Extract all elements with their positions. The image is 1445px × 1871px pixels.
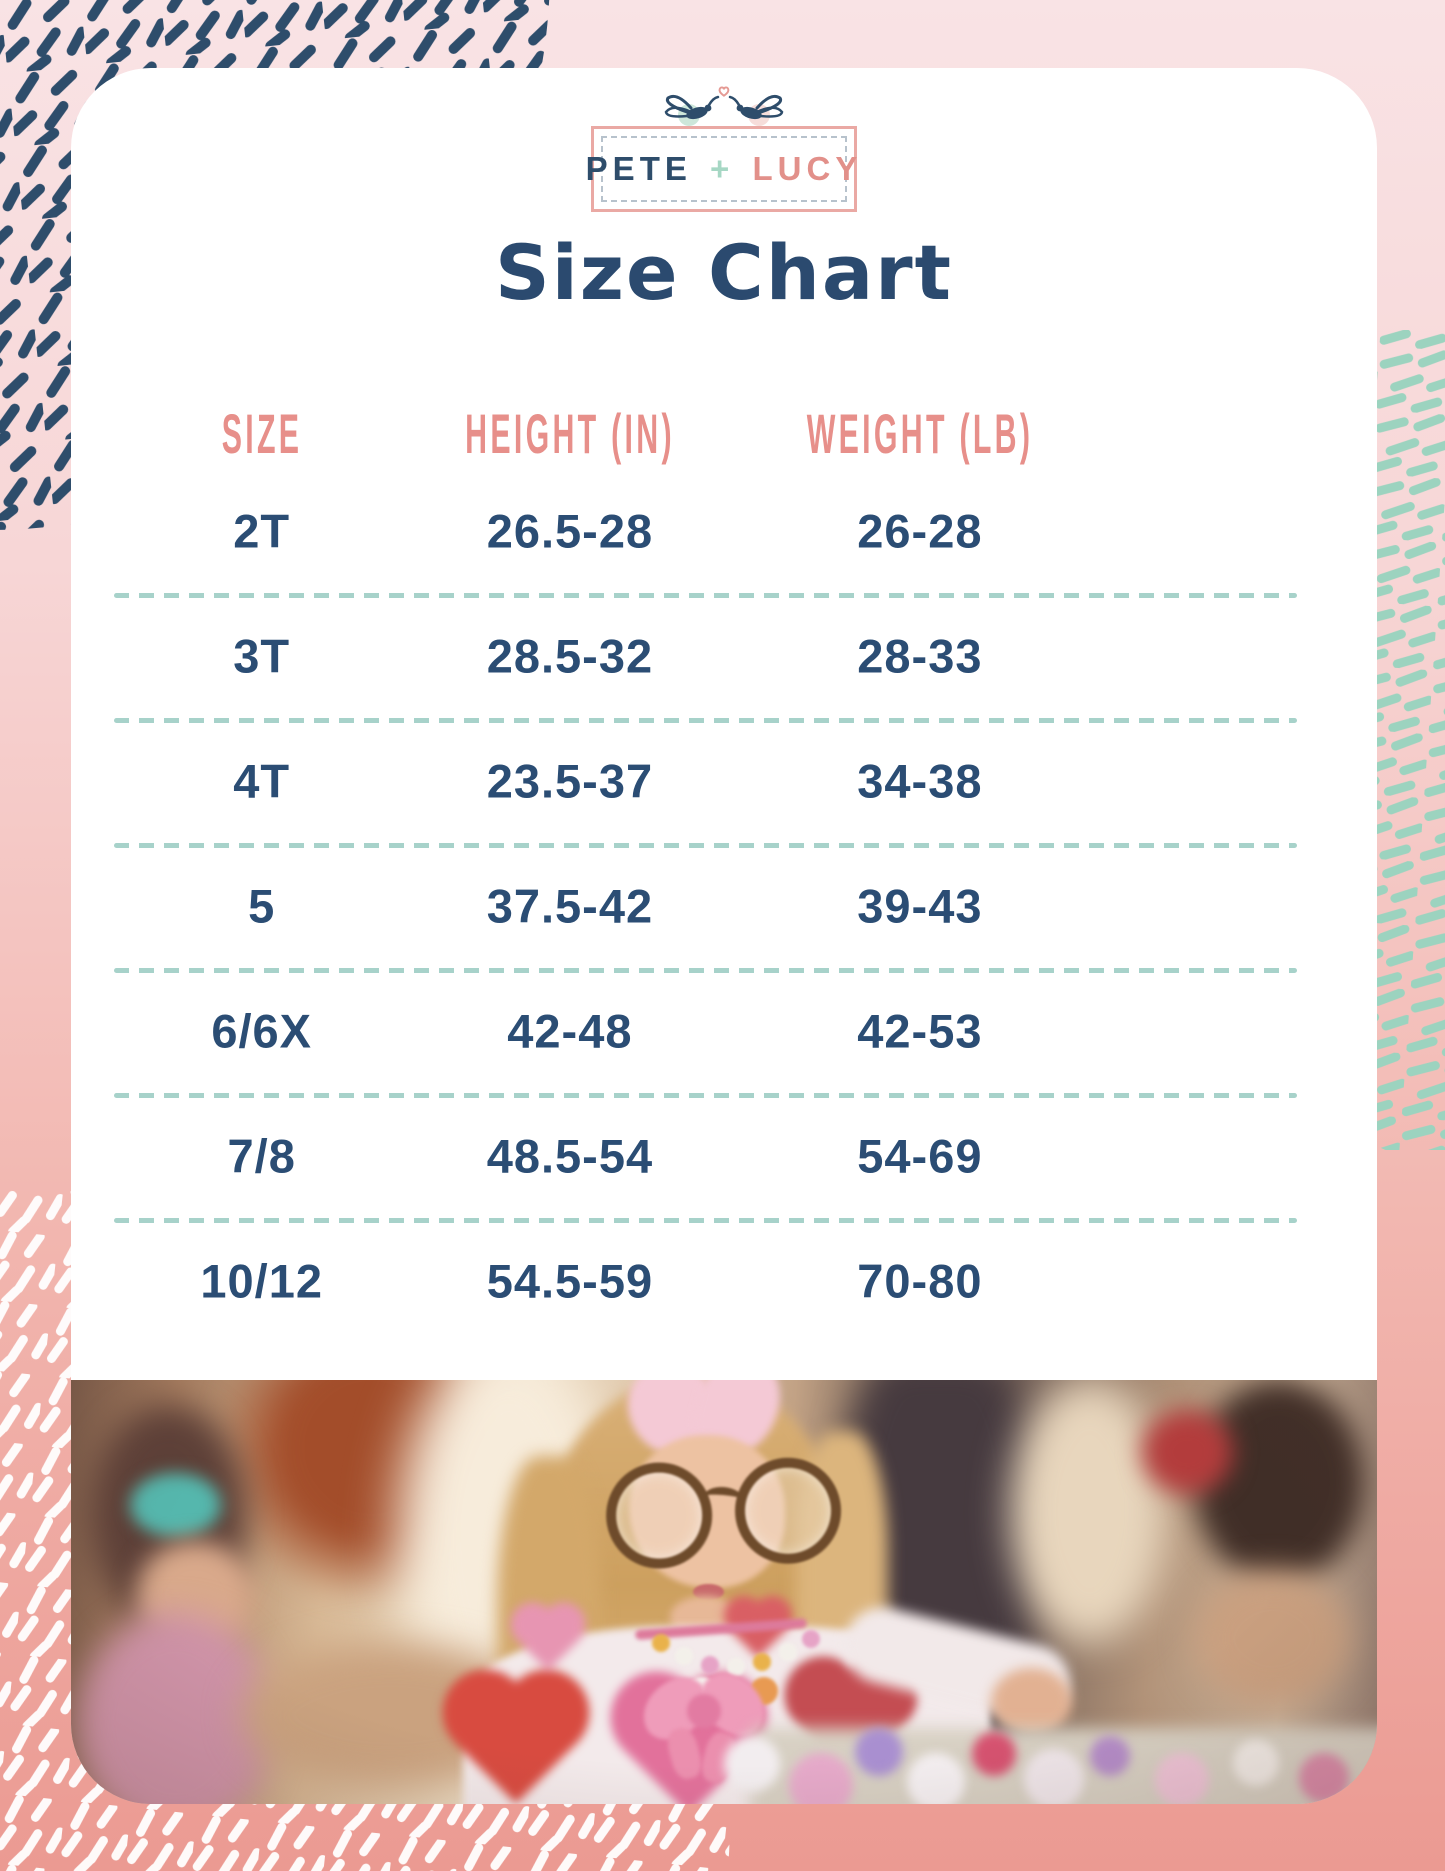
photo-right-child-skin [1194,1570,1351,1707]
heart-icon [718,86,730,97]
column-header-weight: WEIGHT (LB) [806,403,1034,466]
height-value: 54.5-59 [486,1254,654,1307]
weight-value: 34-38 [857,754,983,807]
size-value: 2T [233,504,291,557]
tray-bead [1024,1748,1085,1804]
tray-bead [724,1736,780,1793]
table-row: 6/6X 42-48 42-53 [71,968,1377,1093]
necklace-bead [801,1630,820,1649]
row-separator [114,843,1298,848]
tray-bead [789,1753,854,1804]
brand-logo: PETE + LUCY [586,126,857,212]
size-value: 7/8 [227,1129,296,1182]
firefly-right-icon [728,94,784,118]
size-chart-header-row: SIZE HEIGHT (IN) WEIGHT (LB) [71,398,1377,472]
tray-bead [906,1753,965,1804]
weight-value: 26-28 [857,504,983,557]
tray-bead [854,1727,903,1776]
photo-right-child-top [1141,1409,1234,1495]
row-separator [114,718,1298,723]
brand-name: PETE + LUCY [586,150,863,188]
necklace-bead [727,1657,746,1676]
weight-value: 39-43 [857,879,983,932]
height-value: 48.5-54 [486,1129,654,1182]
weight-value: 42-53 [857,1004,983,1057]
weight-value: 54-69 [857,1129,983,1182]
brand-name-plus: + [710,150,735,187]
weight-value: 28-33 [857,629,983,682]
table-row: 4T 23.5-37 34-38 [71,718,1377,843]
tray-bead [1233,1740,1280,1787]
brand-name-pete: PETE [585,150,692,187]
size-chart-card: PETE + LUCY Size Chart SIZE HEIGHT (IN) … [71,68,1377,1804]
photo-vignette [71,1380,1377,1804]
row-separator [114,1218,1298,1223]
brand-name-lucy: LUCY [752,150,863,187]
column-header-height: HEIGHT (IN) [465,403,675,466]
height-value: 26.5-28 [486,504,654,557]
table-row: 3T 28.5-32 28-33 [71,593,1377,718]
column-header-size: SIZE [221,403,302,466]
size-value: 6/6X [211,1004,313,1057]
table-row: 10/12 54.5-59 70-80 [71,1218,1377,1343]
row-separator [114,1093,1298,1098]
weight-value: 70-80 [857,1254,983,1307]
necklace-bead [752,1653,771,1672]
tray-bead [972,1731,1017,1776]
necklace-bead [778,1642,797,1661]
tray-bead [1154,1753,1209,1804]
photo-girl-hand [991,1668,1072,1737]
page-title: Size Chart [494,228,953,317]
height-value: 42-48 [507,1004,633,1057]
lifestyle-photo [71,1380,1377,1804]
height-value: 37.5-42 [486,879,654,932]
firefly-left-icon [664,94,720,118]
fireflies-heart-icon [664,86,784,126]
table-row: 2T 26.5-28 26-28 [71,468,1377,593]
table-row: 5 37.5-42 39-43 [71,843,1377,968]
table-row: 7/8 48.5-54 54-69 [71,1093,1377,1218]
height-value: 28.5-32 [486,629,654,682]
logo-dashed-border: PETE + LUCY [586,136,857,202]
tray-bead [1298,1753,1349,1804]
photo-right-child-hair [1194,1380,1364,1584]
size-value: 3T [233,629,291,682]
tray-bead [1089,1736,1130,1777]
height-value: 23.5-37 [486,754,654,807]
size-value: 4T [233,754,291,807]
photo-right-light [1011,1380,1169,1643]
row-separator [114,593,1298,598]
size-value: 10/12 [200,1254,323,1307]
size-chart-rows: 2T 26.5-28 26-28 3T 28.5-32 28-33 4T 23.… [71,468,1377,1343]
size-value: 5 [248,879,276,932]
row-separator [114,968,1298,973]
